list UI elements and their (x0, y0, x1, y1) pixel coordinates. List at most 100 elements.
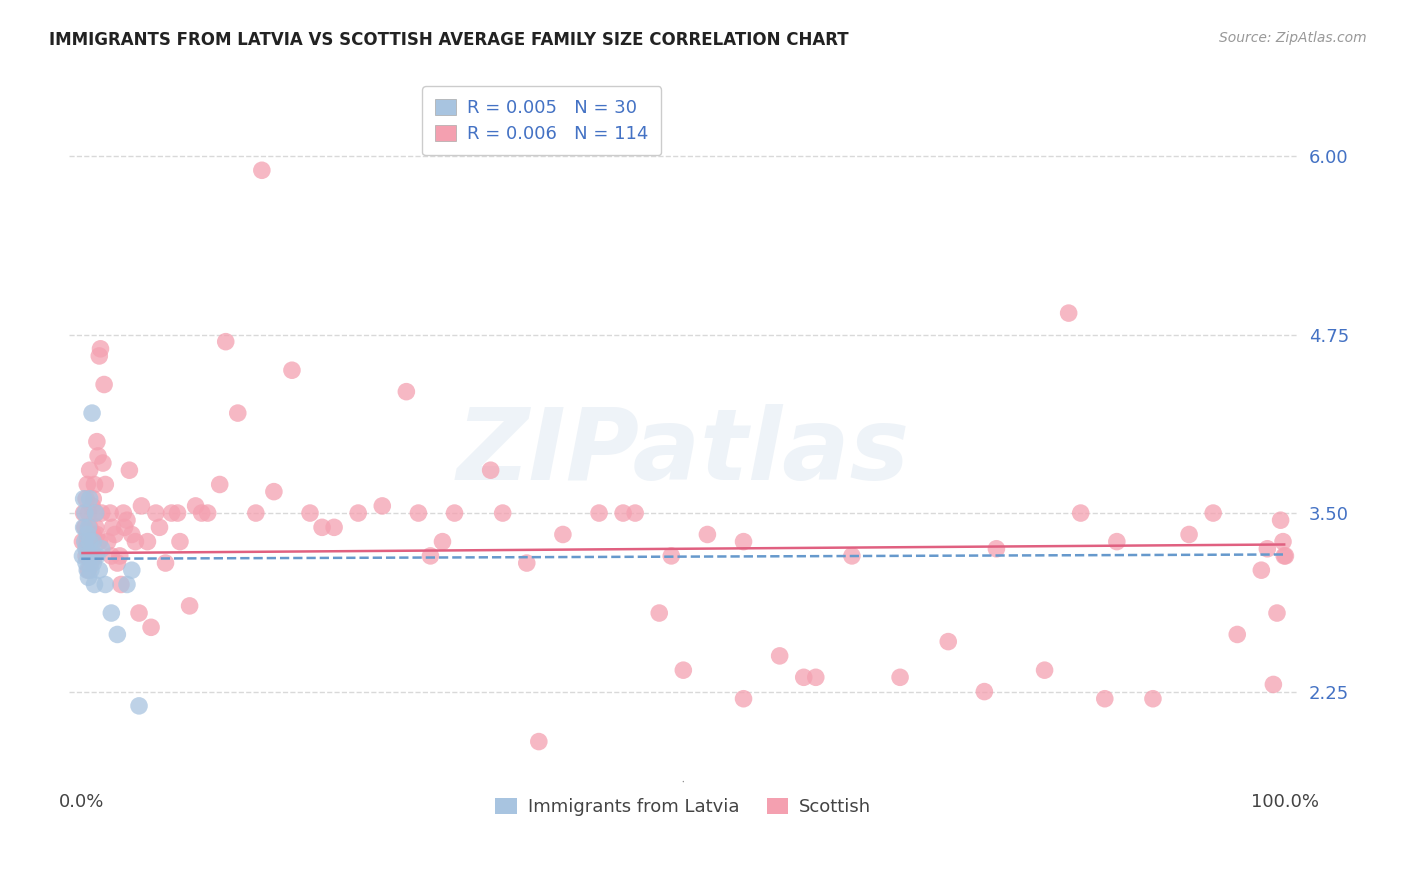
Point (83, 477, 105, 491)
Point (672, 663, 695, 677)
Point (105, 627, 128, 641)
Point (155, 556, 177, 570)
Point (83, 549, 105, 563)
Point (86, 434, 108, 449)
Point (190, 506, 212, 520)
Point (612, 506, 634, 520)
Point (733, 691, 755, 706)
Point (86, 527, 108, 541)
Point (793, 670, 815, 684)
Point (114, 520, 136, 534)
Point (124, 534, 146, 549)
Point (419, 549, 441, 563)
Point (73, 534, 96, 549)
Point (160, 506, 183, 520)
Point (80, 563, 103, 577)
Point (1094, 691, 1116, 706)
Point (89, 342, 111, 356)
Point (408, 506, 430, 520)
Point (98, 506, 121, 520)
Point (347, 506, 370, 520)
Point (1142, 691, 1164, 706)
Point (84, 506, 107, 520)
Point (889, 670, 911, 684)
Point (769, 648, 792, 663)
Point (145, 506, 167, 520)
Point (1265, 606, 1288, 620)
Point (82, 556, 104, 570)
Point (973, 684, 995, 698)
Point (1256, 541, 1278, 556)
Point (1057, 306, 1080, 320)
Point (1202, 506, 1225, 520)
Point (226, 406, 249, 420)
Point (432, 534, 454, 549)
Point (86, 549, 108, 563)
Point (80, 499, 103, 513)
Point (115, 513, 138, 527)
Point (527, 734, 550, 748)
Point (179, 599, 201, 613)
Legend: Immigrants from Latvia, Scottish: Immigrants from Latvia, Scottish (486, 789, 880, 825)
Point (128, 698, 150, 713)
Point (87, 449, 110, 463)
Point (75, 491, 97, 506)
Point (80, 534, 103, 549)
Point (588, 506, 610, 520)
Point (89, 349, 111, 363)
Point (733, 534, 755, 549)
Point (1250, 563, 1272, 577)
Point (804, 670, 827, 684)
Point (118, 463, 141, 477)
Point (84, 520, 107, 534)
Point (624, 506, 647, 520)
Point (79, 520, 101, 534)
Point (72, 520, 94, 534)
Point (169, 534, 191, 549)
Point (77, 549, 100, 563)
Text: ZIPatlas: ZIPatlas (457, 404, 910, 500)
Point (72, 491, 94, 506)
Point (79, 463, 101, 477)
Point (90, 506, 112, 520)
Point (139, 620, 162, 634)
Point (105, 556, 128, 570)
Point (250, 163, 273, 178)
Point (659, 549, 682, 563)
Point (80, 549, 103, 563)
Point (83, 577, 105, 591)
Point (112, 506, 135, 520)
Point (100, 549, 122, 563)
Text: IMMIGRANTS FROM LATVIA VS SCOTTISH AVERAGE FAMILY SIZE CORRELATION CHART: IMMIGRANTS FROM LATVIA VS SCOTTISH AVERA… (49, 31, 849, 49)
Point (94, 477, 117, 491)
Point (263, 484, 285, 499)
Point (93, 377, 115, 392)
Point (148, 520, 170, 534)
Point (73, 520, 96, 534)
Point (84, 506, 107, 520)
Point (75, 541, 97, 556)
Point (841, 549, 863, 563)
Point (1226, 627, 1249, 641)
Point (1105, 534, 1128, 549)
Point (82, 527, 104, 541)
Point (395, 384, 418, 399)
Point (128, 606, 150, 620)
Text: Source: ZipAtlas.com: Source: ZipAtlas.com (1219, 31, 1367, 45)
Point (108, 549, 131, 563)
Point (79, 491, 101, 506)
Point (1033, 663, 1056, 677)
Point (72, 506, 94, 520)
Point (131, 499, 153, 513)
Point (104, 527, 127, 541)
Point (443, 506, 465, 520)
Point (1272, 534, 1295, 549)
Point (75, 549, 97, 563)
Point (94, 577, 117, 591)
Point (121, 563, 143, 577)
Point (82, 491, 104, 506)
Point (1070, 506, 1092, 520)
Point (215, 334, 238, 349)
Point (986, 541, 1008, 556)
Point (89, 534, 111, 549)
